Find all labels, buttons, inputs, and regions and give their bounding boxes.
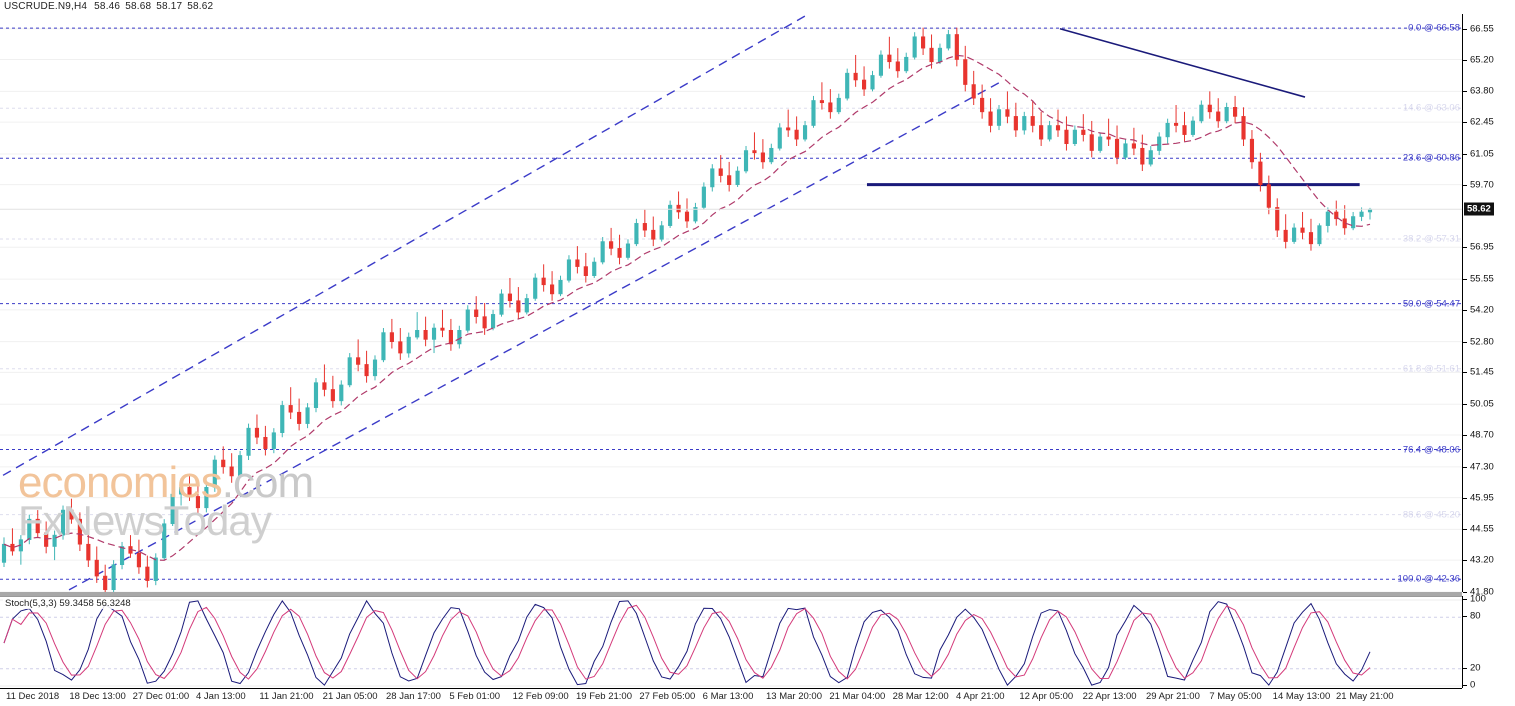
fib-level-label: 88.6 @ 45.20 xyxy=(1402,509,1460,521)
price-tick-label: 47.30 xyxy=(1470,461,1494,473)
price-tick-mark xyxy=(1463,466,1467,468)
stochastic-svg xyxy=(0,599,1462,687)
time-axis[interactable]: 11 Dec 2018 18 Dec 13:00 27 Dec 01:00 4 Jan… xyxy=(0,688,1462,706)
time-tick-label: 21 May 21:00 xyxy=(1336,691,1394,702)
symbol-label: USCRUDE.N9,H4 xyxy=(4,1,88,12)
price-tick-mark xyxy=(1463,91,1467,93)
stochastic-axis[interactable]: 100 80 20 0 xyxy=(1462,593,1515,691)
time-tick-label: 14 May 13:00 xyxy=(1272,691,1331,702)
price-axis[interactable]: 66.55 65.20 63.80 62.45 61.05 59.70 58.62 56.95… xyxy=(1462,14,1515,598)
fib-level-label: 100.0 @ 42.36 xyxy=(1397,573,1460,585)
price-tick-mark xyxy=(1463,497,1467,499)
time-tick-label: 28 Jan 17:00 xyxy=(386,691,441,702)
quote-header: USCRUDE.N9,H4 58.46 58.68 58.17 58.62 xyxy=(0,0,1515,14)
price-tick-mark xyxy=(1463,122,1467,124)
price-tick-mark xyxy=(1463,28,1467,30)
time-tick-label: 13 Mar 20:00 xyxy=(766,691,822,702)
time-tick-label: 29 Apr 21:00 xyxy=(1146,691,1200,702)
price-tick-label: 56.95 xyxy=(1470,241,1494,253)
price-tick-mark xyxy=(1463,247,1467,249)
time-tick-label: 22 Apr 13:00 xyxy=(1082,691,1137,702)
time-tick-label: 19 Feb 21:00 xyxy=(576,691,632,702)
fib-level-label: 23.6 @ 60.86 xyxy=(1402,152,1460,164)
stoch-tick-mark xyxy=(1463,599,1467,600)
time-tick-label: 4 Apr 21:00 xyxy=(956,691,1005,702)
price-tick-label: 59.70 xyxy=(1470,179,1494,191)
time-tick-label: 5 Feb 01:00 xyxy=(449,691,501,702)
time-tick-label: 11 Dec 2018 xyxy=(6,691,60,702)
stoch-tick-label: 20 xyxy=(1470,662,1481,674)
price-tick-mark xyxy=(1463,372,1467,374)
price-tick-label: 51.45 xyxy=(1470,366,1494,378)
time-tick-label: 21 Jan 05:00 xyxy=(322,691,378,702)
time-tick-label: 4 Jan 13:00 xyxy=(196,691,246,702)
price-tick-label: 65.20 xyxy=(1470,54,1494,65)
price-tick-label: 43.20 xyxy=(1470,554,1494,566)
stoch-tick-mark xyxy=(1463,667,1467,669)
ohlc-close: 58.62 xyxy=(187,1,214,12)
time-tick-label: 21 Mar 04:00 xyxy=(829,691,886,702)
price-tick-label: 55.55 xyxy=(1470,273,1494,285)
fib-level-label: 14.6 @ 63.06 xyxy=(1402,102,1460,114)
time-tick-label: 12 Feb 09:00 xyxy=(512,691,569,702)
ohlc-values: 58.46 58.68 58.17 58.62 xyxy=(94,1,218,12)
price-tick-label: 52.80 xyxy=(1470,336,1494,348)
price-chart-svg xyxy=(0,14,1462,592)
price-tick-label: 62.45 xyxy=(1470,116,1494,128)
price-tick-label: 44.55 xyxy=(1470,523,1494,535)
stochastic-pane[interactable] xyxy=(0,596,1462,689)
stoch-tick-mark xyxy=(1463,685,1467,686)
price-tick-mark xyxy=(1463,59,1467,61)
fib-level-label: 76.4 @ 48.06 xyxy=(1402,444,1460,456)
ohlc-low: 58.17 xyxy=(156,1,183,12)
price-tick-label: 61.05 xyxy=(1470,148,1494,160)
price-tick-label: 63.80 xyxy=(1470,85,1494,97)
time-tick-label: 6 Mar 13:00 xyxy=(702,691,754,702)
fib-level-label: 61.8 @ 51.61 xyxy=(1402,363,1460,375)
pane-divider xyxy=(0,592,1462,596)
time-tick-label: 11 Jan 21:00 xyxy=(259,691,314,702)
fib-level-label: 0.0 @ 66.58 xyxy=(1408,22,1460,34)
time-tick-label: 27 Dec 01:00 xyxy=(132,691,190,702)
fib-level-label: 50.0 @ 54.47 xyxy=(1402,298,1460,310)
ohlc-high: 58.68 xyxy=(125,1,152,12)
stoch-tick-label: 0 xyxy=(1470,679,1476,691)
time-tick-label: 18 Dec 13:00 xyxy=(69,691,126,702)
price-tick-mark xyxy=(1463,592,1467,593)
price-tick-mark xyxy=(1463,529,1467,531)
price-tick-mark xyxy=(1463,341,1467,343)
price-tick-mark xyxy=(1463,153,1467,155)
price-tick-mark xyxy=(1463,404,1467,406)
stoch-tick-label: 80 xyxy=(1470,610,1481,622)
price-tick-label: 50.05 xyxy=(1470,398,1494,410)
price-tick-label: 48.70 xyxy=(1470,429,1494,441)
stochastic-legend: Stoch(5,3,3) 59.3458 56.3248 xyxy=(3,598,133,609)
stoch-tick-mark xyxy=(1463,616,1467,618)
price-tick-mark xyxy=(1463,434,1467,436)
ohlc-open: 58.46 xyxy=(94,1,121,12)
time-tick-label: 27 Feb 05:00 xyxy=(639,691,696,702)
price-tick-mark xyxy=(1463,279,1467,281)
stoch-tick-label: 100 xyxy=(1470,593,1486,605)
time-tick-label: 28 Mar 12:00 xyxy=(892,691,949,702)
fib-level-label: 38.2 @ 57.31 xyxy=(1402,233,1460,245)
price-tick-label: 54.20 xyxy=(1470,304,1494,316)
price-tick-label: 66.55 xyxy=(1470,23,1494,35)
price-chart-pane[interactable] xyxy=(0,14,1462,592)
price-tick-mark xyxy=(1463,309,1467,311)
time-tick-label: 7 May 05:00 xyxy=(1209,691,1262,702)
price-tick-label: 45.95 xyxy=(1470,492,1494,504)
last-price-badge: 58.62 xyxy=(1464,202,1494,216)
price-tick-mark xyxy=(1463,560,1467,562)
time-tick-label: 12 Apr 05:00 xyxy=(1019,691,1074,702)
price-tick-label: 41.80 xyxy=(1470,586,1494,598)
price-tick-mark xyxy=(1463,184,1467,186)
